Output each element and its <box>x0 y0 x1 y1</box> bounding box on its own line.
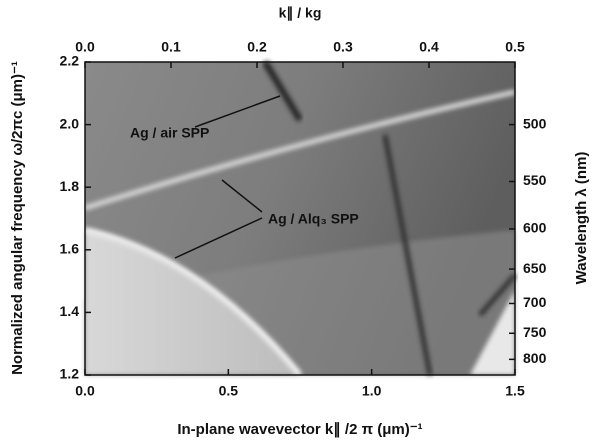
x2-axis-label: k∥ / kg <box>279 5 322 22</box>
x2-tick-label: 0.4 <box>419 39 439 55</box>
x-tick-label: 1.5 <box>505 383 525 399</box>
x-tick-label: 0.5 <box>219 383 239 399</box>
x2-tick-label: 0.2 <box>247 39 267 55</box>
x2-tick-label: 0.3 <box>333 39 353 55</box>
y-tick-label: 2.0 <box>60 115 80 131</box>
y2-tick-label: 750 <box>523 324 547 340</box>
annotation: Ag / Alq₃ SPP <box>268 211 359 227</box>
y2-axis-label: Wavelength λ (nm) <box>573 152 590 285</box>
y2-tick-label: 500 <box>523 115 547 131</box>
x-tick-label: 1.0 <box>362 383 382 399</box>
heatmap-image <box>84 60 517 377</box>
annotation-pointers <box>174 95 281 259</box>
y2-tick-label: 800 <box>523 350 547 366</box>
y2-tick-label: 600 <box>523 220 547 236</box>
x2-tick-label: 0.0 <box>75 39 95 55</box>
x-tick-label: 0.0 <box>75 383 95 399</box>
y-tick-label: 1.8 <box>60 178 80 194</box>
y2-tick-label: 650 <box>523 260 547 276</box>
y-tick-label: 1.4 <box>60 303 80 319</box>
y2-tick-label: 550 <box>523 172 547 188</box>
y-axis-label: Normalized angular frequency ω/2πc (μm)⁻… <box>9 61 26 375</box>
y2-tick-label: 700 <box>523 294 547 310</box>
x-axis-label: In-plane wavevector k∥ /2 π (μm)⁻¹ <box>177 421 422 438</box>
annotation: Ag / air SPP <box>130 125 209 141</box>
x2-tick-label: 0.5 <box>505 39 525 55</box>
y-tick-label: 2.2 <box>60 53 80 69</box>
y-tick-label: 1.2 <box>60 366 80 382</box>
y-tick-label: 1.6 <box>60 241 80 257</box>
x2-tick-label: 0.1 <box>161 39 181 55</box>
